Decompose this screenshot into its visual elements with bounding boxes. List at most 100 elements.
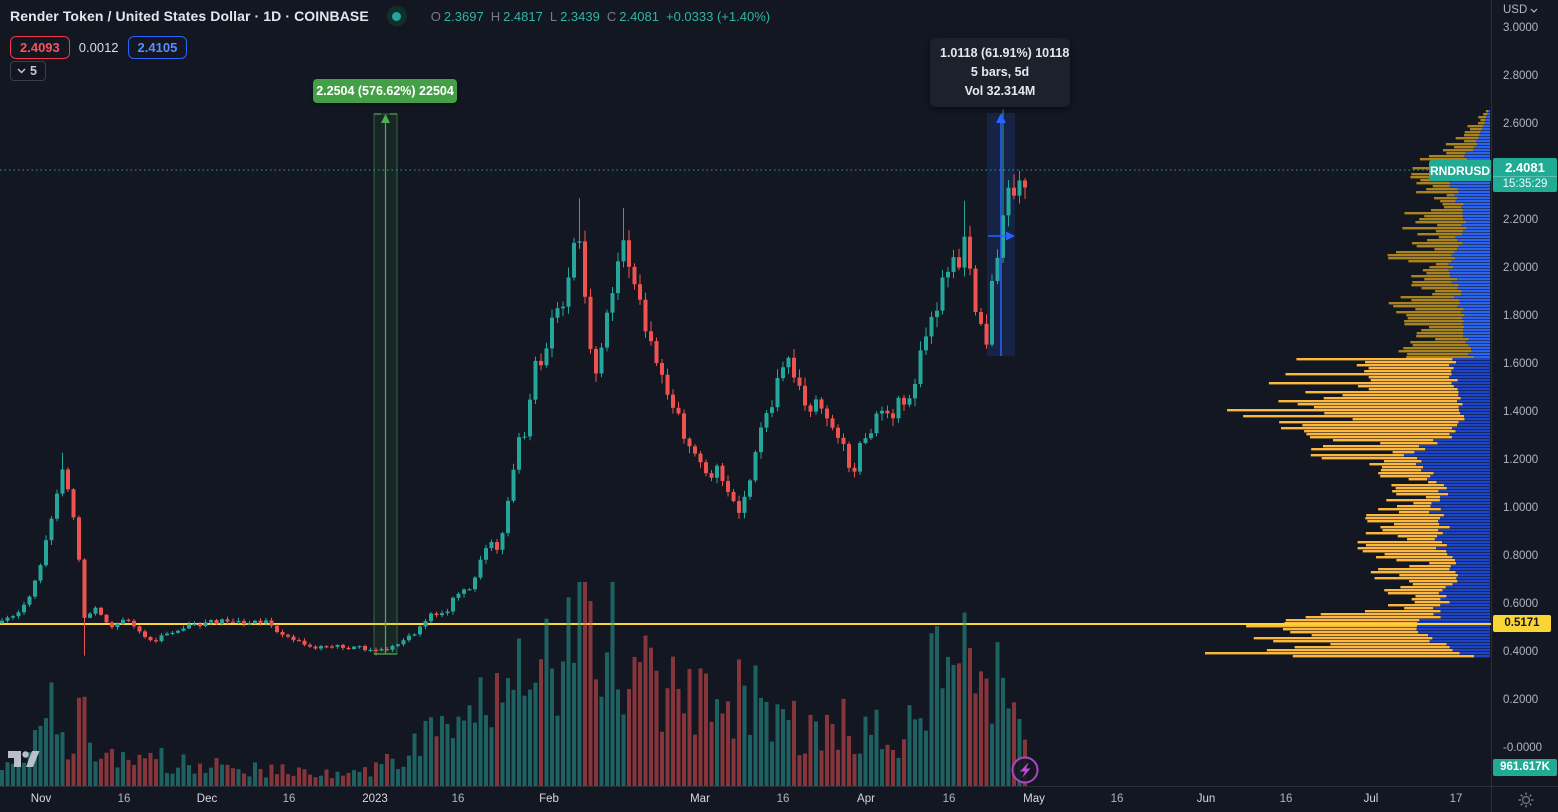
market-status-icon[interactable] (386, 6, 407, 26)
candle-body (709, 473, 714, 478)
volume-profile-value-area-row (1471, 350, 1490, 353)
volume-profile-row (1467, 125, 1484, 128)
bid-price-button[interactable]: 2.4093 (10, 36, 70, 59)
volume-profile-value-area-row (1453, 296, 1490, 299)
price-range-label[interactable]: 2.2504 (576.62%) 22504 (313, 79, 457, 103)
volume-profile-row (1443, 149, 1474, 152)
volume-profile-row (1429, 266, 1454, 269)
volume-profile-row (1305, 616, 1441, 619)
volume-bar (940, 688, 945, 786)
volume-profile-row (1432, 293, 1462, 296)
volume-profile-row (1324, 412, 1461, 415)
volume-profile-value-area-row (1452, 556, 1490, 559)
candle-body (363, 646, 367, 651)
volume-bar (110, 749, 114, 786)
time-scale[interactable]: Nov 16 Dec 16 2023 16 Feb Mar 16 Apr 16 May 16 Jun 16 J… (0, 786, 1491, 812)
volume-profile-row (1313, 406, 1459, 409)
volume-bar (38, 725, 43, 786)
candle-body (154, 640, 158, 642)
candle-body (918, 350, 923, 384)
currency-dropdown[interactable]: USD (1503, 4, 1538, 16)
volume-bar (511, 689, 516, 786)
candle-body (858, 443, 862, 472)
scale-settings-corner[interactable] (1491, 786, 1558, 812)
volume-bar (500, 702, 505, 786)
volume-profile-row (1464, 131, 1481, 134)
volume-profile-value-area-row (1440, 496, 1490, 499)
candle-body (990, 280, 994, 345)
close-value: 2.4081 (619, 8, 659, 24)
volume-profile-row (1380, 442, 1438, 445)
volume-profile-row (1407, 317, 1463, 320)
volume-profile-value-area-row (1482, 128, 1490, 131)
volume-profile-row (1410, 341, 1466, 344)
volume-profile-row (1396, 559, 1456, 562)
candle-body (693, 446, 697, 454)
date-price-range-tooltip: 1.0118 (61.91%) 10118 5 bars, 5d Vol 32.… (930, 38, 1070, 107)
candle-body (38, 565, 43, 581)
candle-body (99, 607, 103, 615)
symbol-title[interactable]: Render Token / United States Dollar · 1D… (10, 8, 369, 24)
volume-profile-value-area-row (1458, 284, 1490, 287)
volume-profile-row (1285, 619, 1420, 622)
volume-bar (748, 734, 752, 786)
candle-body (731, 491, 736, 502)
volume-bar (165, 773, 169, 786)
volume-bar (1017, 719, 1022, 786)
volume-profile-row (1400, 586, 1446, 589)
volume-profile-row (1416, 245, 1459, 248)
volume-profile-row (1425, 496, 1441, 499)
volume-profile-row (1411, 275, 1451, 278)
price-tick-label: 2.2000 (1503, 214, 1539, 226)
volume-profile-row (1370, 571, 1456, 574)
volume-bar (918, 718, 923, 786)
candle-body (803, 385, 807, 406)
candle-body (0, 620, 4, 624)
volume-bar (841, 698, 846, 786)
price-scale[interactable]: USD 2.4081 15:35:29 0.5171 961.617K 3.00… (1491, 0, 1558, 786)
volume-bar (880, 749, 884, 786)
volume-bar (704, 673, 708, 786)
volume-profile-value-area-row (1451, 373, 1490, 376)
symbol-price-badge[interactable]: RNDRUSD (1429, 160, 1491, 181)
volume-profile-row (1430, 209, 1464, 212)
volume-profile-row (1416, 332, 1464, 335)
volume-profile-value-area-row (1425, 448, 1490, 451)
volume-profile-value-area-row (1450, 275, 1490, 278)
volume-bar (44, 718, 48, 786)
volume-profile-value-area-row (1451, 370, 1490, 373)
volume-profile-value-area-row (1458, 421, 1490, 424)
volume-profile-row (1279, 421, 1459, 424)
volume-profile-row (1428, 155, 1465, 158)
candle-body (550, 317, 554, 349)
volume-profile-value-area-row (1460, 412, 1490, 415)
volume-bar (588, 601, 593, 786)
volume-bar (770, 741, 774, 786)
flash-icon[interactable] (1011, 756, 1039, 784)
volume-bar (154, 759, 158, 786)
volume-bar (418, 755, 422, 786)
volume-profile-row (1352, 418, 1465, 421)
candle-body (115, 623, 120, 628)
volume-profile-value-area-row (1436, 547, 1490, 550)
volume-bar (962, 612, 967, 786)
tradingview-logo[interactable] (8, 751, 40, 768)
volume-profile-value-area-row (1439, 523, 1490, 526)
volume-profile-row (1368, 367, 1454, 370)
volume-profile-value-area-row (1416, 628, 1490, 631)
volume-profile-value-area-row (1485, 119, 1490, 122)
candle-body (88, 613, 92, 618)
volume-profile-value-area-row (1438, 520, 1490, 523)
volume-profile-value-area-row (1484, 122, 1490, 125)
volume-profile-row (1357, 541, 1443, 544)
volume-profile-value-area-row (1466, 227, 1490, 230)
volume-bar (572, 662, 576, 786)
price-tick-label: 0.2000 (1503, 694, 1539, 706)
ask-price-button[interactable]: 2.4105 (127, 36, 188, 59)
candle-body (973, 268, 978, 313)
volume-bar (858, 753, 862, 786)
bar-pattern-button[interactable]: 5 (10, 61, 46, 81)
candle-body (951, 257, 956, 272)
volume-profile-value-area-row (1457, 287, 1490, 290)
